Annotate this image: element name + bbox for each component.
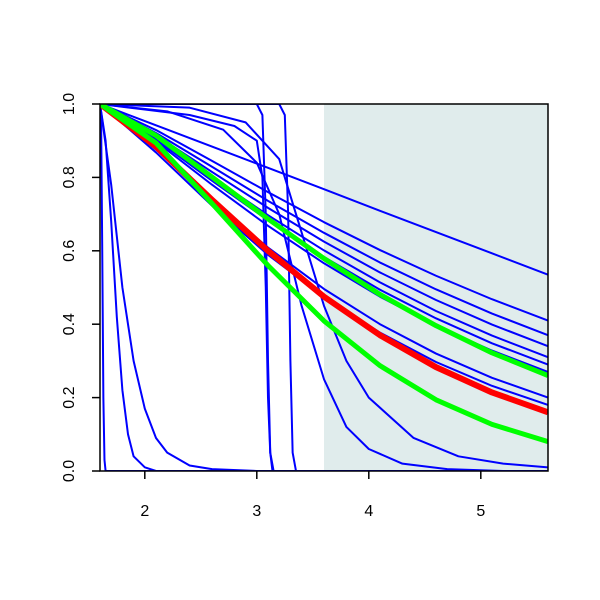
y-tick-label: 0.0 [61, 460, 78, 482]
series-line [100, 104, 548, 276]
lines-layer [100, 104, 548, 471]
x-tick-label: 3 [252, 503, 261, 520]
series-line [100, 104, 548, 378]
series-line [100, 104, 548, 471]
series-line [100, 104, 548, 471]
series-line [100, 104, 548, 337]
axes-layer: 2 3 4 5 0.0 0.2 0.4 0.6 0.8 1.0 [61, 93, 549, 520]
background-layer [324, 104, 548, 471]
series-line [100, 104, 548, 471]
y-tick-label: 1.0 [61, 93, 78, 115]
plot-box [99, 103, 549, 472]
highlight-region [324, 104, 548, 471]
series-line [100, 104, 548, 445]
y-tick-label: 0.4 [61, 313, 78, 335]
series-line [100, 104, 548, 471]
x-tick-label: 4 [364, 503, 373, 520]
series-line [100, 104, 548, 471]
y-tick-label: 0.2 [61, 386, 78, 408]
y-tick-label: 0.6 [61, 240, 78, 262]
y-tick-label: 0.8 [61, 166, 78, 188]
series-line [100, 104, 548, 469]
x-tick-label: 2 [140, 503, 149, 520]
x-tick-label: 5 [476, 503, 485, 520]
series-line [100, 104, 548, 322]
